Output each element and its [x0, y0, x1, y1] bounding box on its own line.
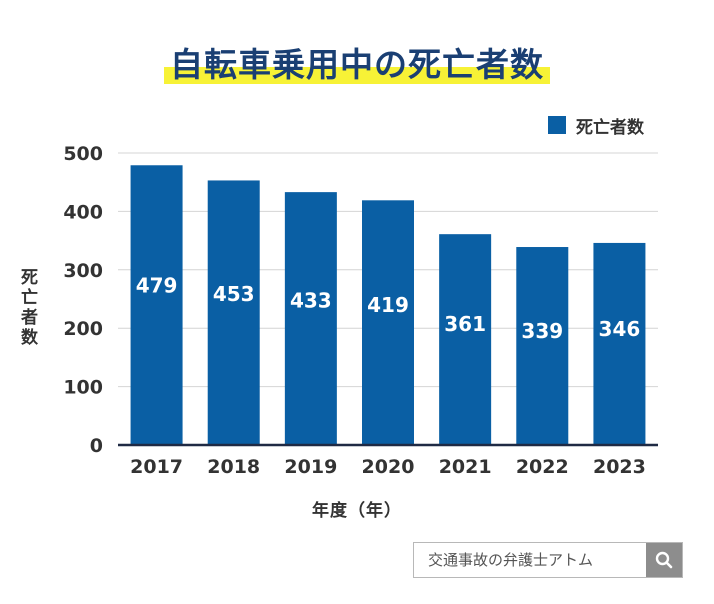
- y-tick-label: 0: [90, 435, 103, 457]
- bar: [516, 247, 569, 445]
- y-tick-label: 100: [63, 377, 103, 399]
- data-label: 419: [367, 293, 409, 317]
- bar: [593, 242, 646, 445]
- chart-title-area: 自転車乗用中の死亡者数: [0, 38, 714, 86]
- y-tick-label: 200: [63, 318, 103, 340]
- x-axis-label: 年度（年）: [312, 501, 402, 521]
- search-box[interactable]: 交通事故の弁護士アトム: [413, 542, 683, 578]
- bar: [207, 180, 260, 445]
- x-tick-label: 2018: [207, 456, 260, 478]
- bar: [130, 165, 183, 445]
- bar: [439, 234, 492, 445]
- x-tick-label: 2023: [593, 456, 646, 478]
- x-tick-label: 2021: [439, 456, 492, 478]
- x-tick-label: 2019: [284, 456, 337, 478]
- legend-label: 死亡者数: [576, 117, 644, 138]
- x-tick-label: 2020: [362, 456, 415, 478]
- x-tick-label: 2022: [516, 456, 569, 478]
- legend: 死亡者数: [548, 114, 644, 138]
- data-label: 479: [136, 273, 178, 297]
- chart-title: 自転車乗用中の死亡者数: [164, 38, 550, 86]
- data-label: 346: [599, 317, 641, 341]
- chart-title-text: 自転車乗用中の死亡者数: [170, 45, 544, 84]
- y-axis-label: 死亡者数: [17, 268, 37, 348]
- legend-swatch: [548, 116, 566, 134]
- y-tick-label: 300: [63, 260, 103, 282]
- bar: [284, 192, 337, 445]
- y-tick-label: 500: [63, 143, 103, 165]
- data-label: 453: [213, 282, 255, 306]
- y-tick-label: 400: [63, 201, 103, 223]
- search-button[interactable]: [646, 543, 682, 577]
- data-label: 433: [290, 288, 332, 312]
- data-label: 339: [521, 319, 563, 343]
- search-icon: [655, 551, 673, 569]
- x-tick-label: 2017: [130, 456, 183, 478]
- data-label: 361: [444, 312, 486, 336]
- search-text[interactable]: 交通事故の弁護士アトム: [428, 551, 594, 569]
- bar: [362, 200, 414, 445]
